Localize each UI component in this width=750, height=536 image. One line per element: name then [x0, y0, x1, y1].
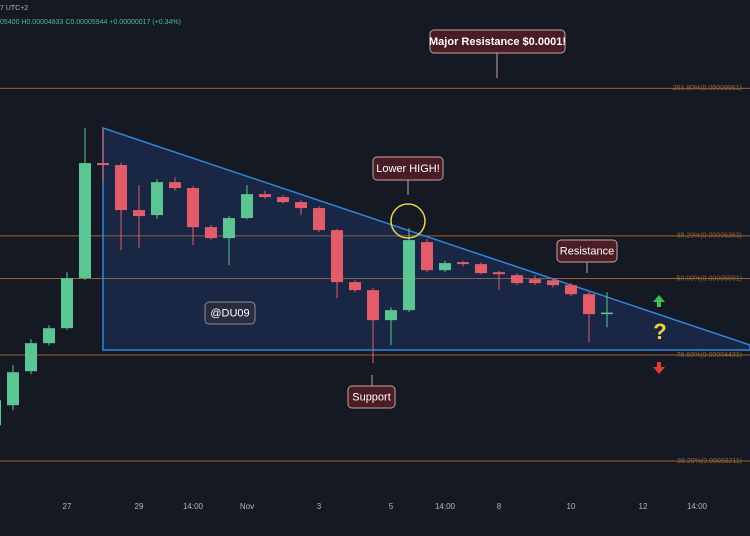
candle-body [169, 182, 181, 189]
candle-body [187, 188, 199, 228]
candle-body [601, 312, 613, 315]
label-box [347, 385, 396, 409]
candle-body [493, 272, 505, 275]
candle-body [583, 294, 595, 315]
level-label: 38.20%(0.00003211) [677, 458, 742, 465]
candle-body [115, 165, 127, 211]
candle-body [547, 280, 559, 286]
level-label: 261.80%(0.00009961) [673, 85, 742, 92]
candle-body [439, 263, 451, 271]
candle-body [457, 262, 469, 265]
label-box [429, 29, 566, 54]
candle-body [277, 197, 289, 203]
candle-body [43, 328, 55, 344]
question-mark: ? [653, 319, 666, 344]
x-tick-label: 14:00 [183, 502, 204, 511]
watermark: @DU09 [204, 301, 256, 325]
annotation-lower-high: Lower HIGH! [372, 156, 444, 195]
x-tick-label: 10 [567, 502, 576, 511]
candle-body [421, 242, 433, 271]
highlight-circle [390, 203, 426, 239]
down-arrow [653, 362, 665, 374]
x-tick-label: 5 [389, 502, 394, 511]
candle-body [0, 400, 1, 426]
label: @DU09 [210, 307, 249, 319]
candle-body [223, 218, 235, 239]
candle-body [511, 275, 523, 284]
candle-body [529, 279, 541, 284]
x-tick-label: 14:00 [687, 502, 708, 511]
header-ohlc: 05400 H0.00004833 C0.00005944 +0.0000001… [0, 19, 181, 26]
candle-body [349, 282, 361, 291]
x-tick-label: 27 [63, 502, 72, 511]
candle-body [475, 264, 487, 274]
label-box [556, 239, 618, 263]
candle-body [25, 343, 37, 372]
candle-body [403, 240, 415, 311]
label-box [204, 301, 256, 325]
candle-body [61, 278, 73, 329]
x-tick-label: 14:00 [435, 502, 456, 511]
annotation-resistance: Resistance [556, 239, 618, 273]
x-tick-label: 8 [497, 502, 502, 511]
candle-body [241, 194, 253, 219]
level-label: 50.00%(0.00005591) [677, 275, 742, 282]
label: Support [352, 391, 391, 403]
candle-body [79, 163, 91, 279]
label: Lower HIGH! [376, 163, 440, 175]
candle-body [205, 227, 217, 239]
label: Resistance [560, 245, 614, 257]
candle-body [133, 210, 145, 217]
x-tick-label: Nov [240, 502, 254, 511]
fib-levels: 261.80%(0.00009961) 38.20%(0.00006363) 50.… [0, 85, 750, 465]
x-tick-label: 29 [135, 502, 144, 511]
candle-body [97, 163, 109, 166]
candle-body [331, 230, 343, 283]
candle-body [259, 194, 271, 198]
label: Major Resistance $0.0001! [429, 36, 566, 48]
candles [0, 128, 613, 426]
x-tick-label: 3 [317, 502, 322, 511]
candle-body [151, 182, 163, 216]
label-box [372, 156, 444, 181]
level-label: 38.20%(0.00006363) [677, 233, 742, 240]
candle-body [367, 290, 379, 321]
up-arrow [653, 295, 665, 307]
candle-body [7, 372, 19, 406]
level-label: 78.60%(0.00004431) [677, 352, 742, 359]
candle-body [313, 208, 325, 231]
annotation-support: Support [347, 375, 396, 409]
candle-body [295, 202, 307, 209]
candle-body [565, 285, 577, 295]
x-tick-label: 12 [639, 502, 648, 511]
header-timezone: 7 UTC+2 [0, 5, 28, 12]
annotation-major-resistance: Major Resistance $0.0001! [429, 29, 566, 78]
candle-body [385, 310, 397, 321]
x-axis: 27 29 14:00 Nov 3 5 14:00 8 10 12 14:00 [63, 502, 708, 511]
